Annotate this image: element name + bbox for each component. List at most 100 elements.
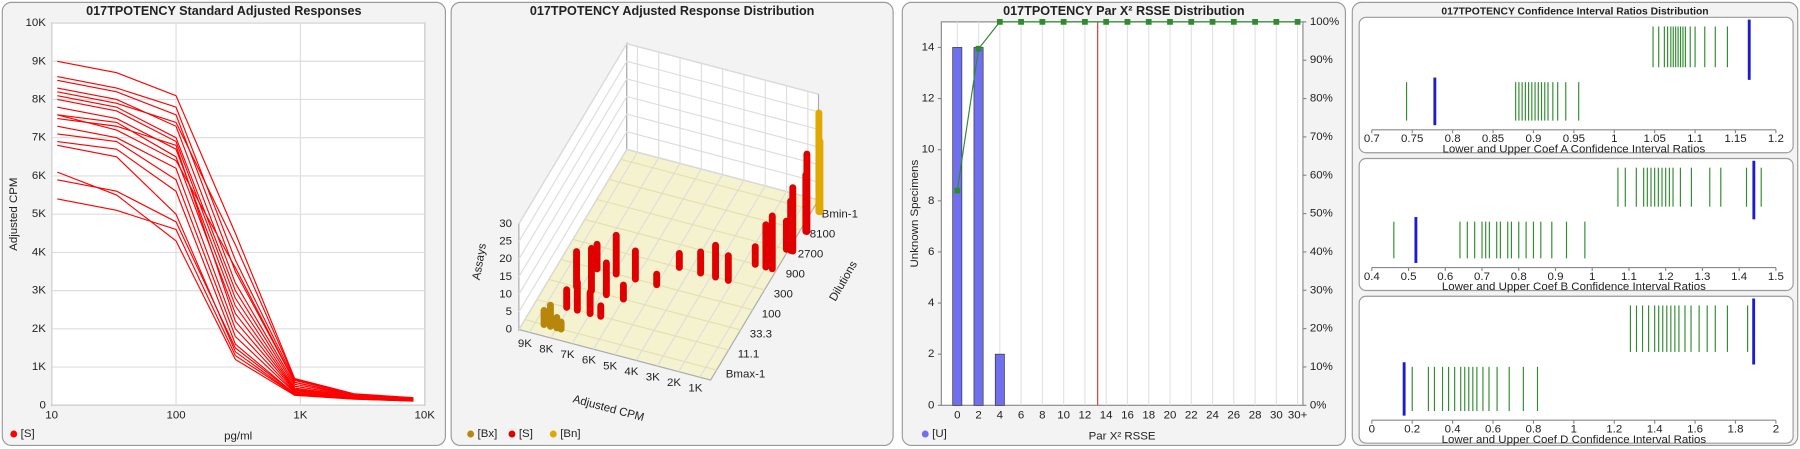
plot-area [940, 21, 1304, 406]
z-tick-label: 10 [499, 288, 512, 300]
x-tick-label: 1.3 [1694, 271, 1710, 283]
x-tick-label: 10 [45, 410, 58, 422]
x-tick-label: 1 [1611, 133, 1617, 145]
x-tick-label: 1.2 [1606, 423, 1622, 435]
y-tick-label: 1K [32, 361, 46, 373]
cumulative-point [1294, 19, 1301, 25]
x-tick-label: 10 [1057, 410, 1070, 422]
z-tick-label: 0 [506, 324, 512, 336]
legend-label: [S] [519, 428, 533, 440]
grid-line [608, 178, 801, 231]
cumulative-point [1103, 19, 1110, 25]
grid-line [518, 113, 819, 295]
x-tick-label: 1.1 [1687, 133, 1703, 145]
y-tick-label: 6 [928, 246, 934, 258]
x-tick-label: 2 [1773, 423, 1779, 435]
x-tick-label: 0.4 [1445, 423, 1462, 435]
cumulative-point [1018, 19, 1024, 25]
y-tick-label: 7K [32, 132, 46, 144]
z-tick-label: 5 [506, 306, 512, 318]
response-curve [57, 91, 414, 399]
x-tick-label: 0.6 [1485, 423, 1501, 435]
panel-title: 017TPOTENCY Par X² RSSE Distribution [1003, 4, 1245, 18]
cumulative-point [1209, 19, 1216, 25]
x-tick-label: 0.2 [1404, 423, 1420, 435]
x-axis-label: Lower and Upper Coef A Confidence Interv… [1443, 143, 1706, 155]
y-tick-label: 4 [928, 297, 935, 309]
subplot [1358, 295, 1794, 444]
y2-tick-label: 100% [1310, 16, 1339, 28]
legend-label: [Bn] [560, 428, 580, 440]
x-tick-label: 1.6 [1687, 423, 1703, 435]
x-tick-label: 20 [1164, 410, 1177, 422]
x-tick-label: 0 [954, 410, 960, 422]
x-tick-label: 30+ [1288, 410, 1308, 422]
subplot [1358, 157, 1794, 292]
grid-line [529, 46, 639, 333]
x-axis-label: Lower and Upper Coef D Confidence Interv… [1442, 434, 1707, 446]
x-tick-label: 1.2 [1768, 133, 1784, 145]
y2-tick-label: 50% [1310, 208, 1333, 220]
x-tick-label: 0.75 [1401, 133, 1423, 145]
legend-marker [508, 430, 516, 438]
x-tick-label: 0.5 [1401, 271, 1417, 283]
y-tick-label: 900 [786, 269, 805, 281]
cumulative-point [1082, 19, 1088, 25]
y2-tick-label: 90% [1310, 54, 1333, 66]
x-tick-label: 4K [624, 366, 638, 378]
grid-line [572, 238, 765, 291]
grid-line [548, 278, 741, 331]
x-tick-label: 24 [1206, 410, 1219, 422]
legend-label: [S] [21, 428, 35, 440]
panel-title: 017TPOTENCY Standard Adjusted Responses [86, 4, 361, 18]
x-tick-label: 0.95 [1563, 133, 1585, 145]
grid-line [518, 95, 819, 278]
y-tick-label: 11.1 [738, 349, 759, 361]
grid-line [596, 198, 789, 251]
y-tick-label: Bmin-1 [822, 208, 858, 220]
legend-marker [549, 430, 557, 438]
y-tick-label: 8K [32, 94, 46, 106]
bar [994, 353, 1005, 406]
y-axis-label: Unknown Specimens [909, 159, 921, 267]
y-tick-label: 14 [922, 41, 935, 53]
x-tick-label: 2K [667, 377, 681, 389]
x-tick-label: 0.7 [1474, 271, 1490, 283]
z-tick-label: 15 [499, 271, 512, 283]
z-tick-label: 20 [499, 253, 512, 265]
x-tick-label: 0.6 [1437, 271, 1453, 283]
y-tick-label: 8 [928, 195, 934, 207]
y-tick-label: 6K [32, 170, 46, 182]
bar [973, 47, 984, 406]
grid-line [592, 63, 702, 350]
x-tick-label: 100 [166, 410, 185, 422]
x-tick-label: 10K [415, 410, 436, 422]
y-tick-label: 300 [774, 289, 793, 301]
legend-marker [10, 430, 18, 438]
x-tick-label: 1 [1589, 271, 1595, 283]
y-tick-label: 0 [40, 399, 46, 411]
y-tick-label: 3K [32, 285, 46, 297]
cumulative-point [1039, 19, 1046, 25]
y2-tick-label: 60% [1310, 169, 1333, 181]
response-curve [57, 114, 414, 400]
x-tick-label: 2 [975, 410, 981, 422]
y-tick-label: 5K [32, 208, 46, 220]
y-tick-label: 100 [762, 309, 781, 321]
grid-line [656, 80, 766, 367]
x-tick-label: 3K [646, 372, 660, 384]
x-tick-label: 1.05 [1644, 133, 1666, 145]
y-tick-label: 2700 [798, 249, 824, 261]
y2-tick-label: 10% [1310, 361, 1333, 373]
x-axis-label: pg/ml [224, 430, 252, 442]
y-tick-label: 0 [928, 399, 934, 411]
response-curve [57, 198, 414, 402]
panel-title: 017TPOTENCY Adjusted Response Distributi… [530, 4, 814, 18]
cumulative-point [1273, 19, 1280, 25]
y-tick-label: Bmax-1 [726, 369, 766, 381]
x-tick-label: 0.8 [1445, 133, 1461, 145]
x-tick-label: 0 [1369, 423, 1375, 435]
y-tick-label: 10 [922, 144, 935, 156]
x-tick-label: 7K [561, 349, 575, 361]
